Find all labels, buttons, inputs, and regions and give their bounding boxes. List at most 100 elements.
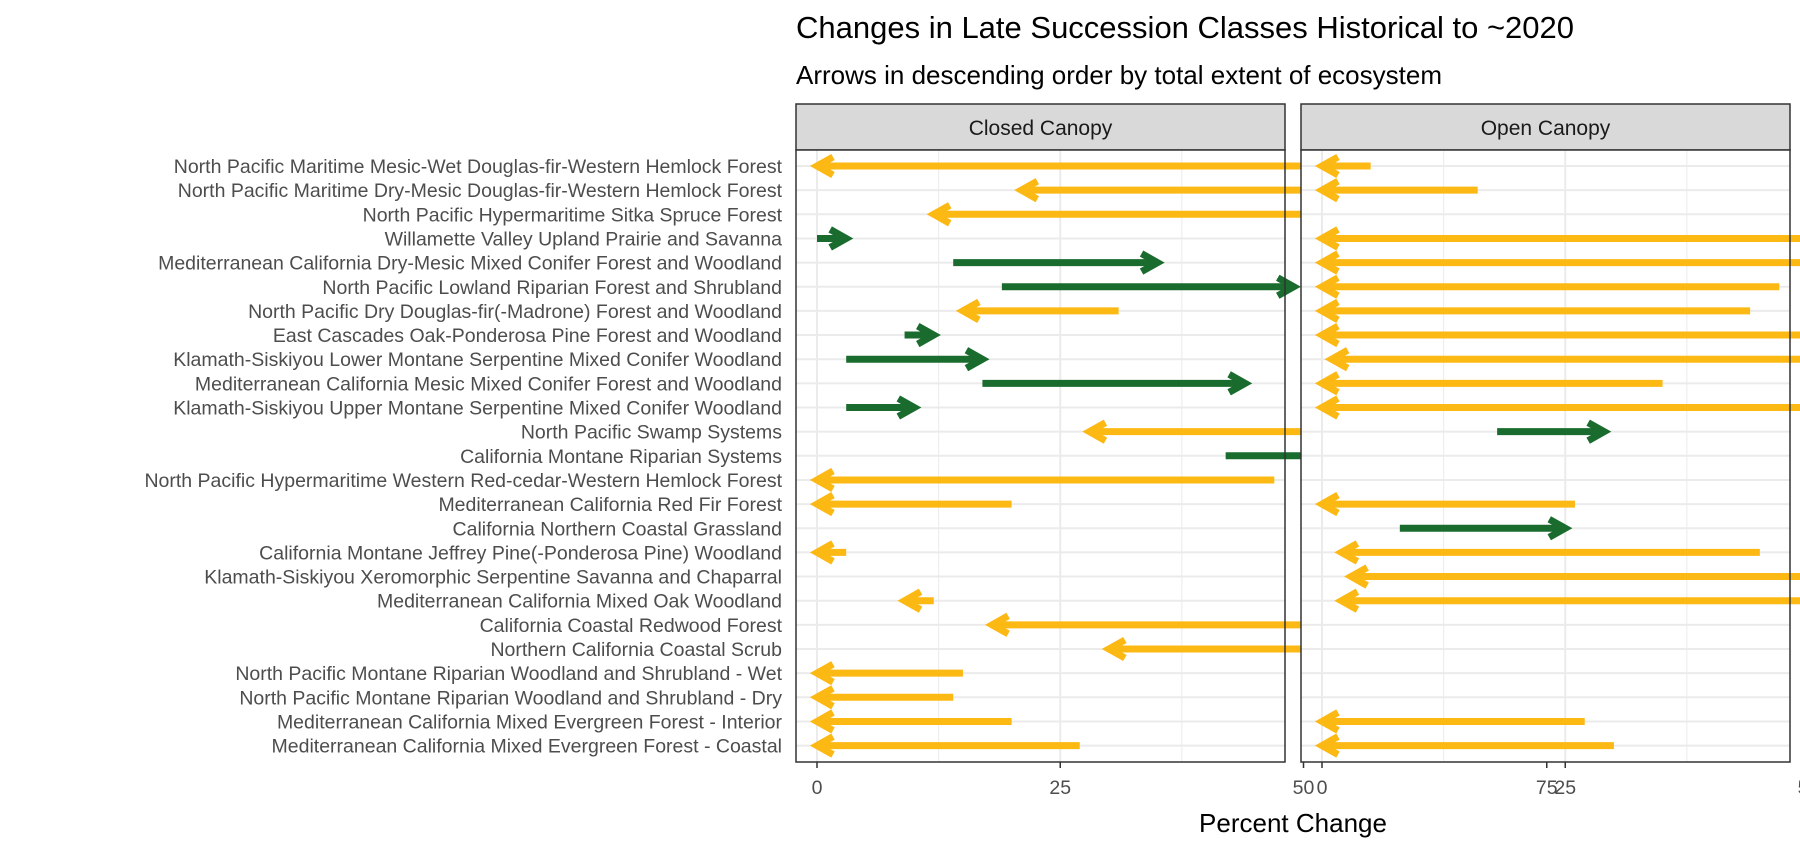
arrow-open-canopy-0 <box>1314 153 1371 179</box>
arrow-head <box>1586 419 1612 444</box>
y-tick-label-3: Willamette Valley Upland Prairie and Sav… <box>385 228 783 250</box>
y-tick-label-16: California Montane Jeffrey Pine(-Pondero… <box>259 542 782 564</box>
panel-open-canopy: Open Canopy 0 25 50 75 <box>1300 103 1800 799</box>
y-tick-label-9: Mediterranean California Mesic Mixed Con… <box>195 373 782 395</box>
arrow-head <box>809 467 835 493</box>
x-tick-label-closed-canopy-3: 75 <box>1536 777 1558 799</box>
arrow-open-canopy-24 <box>1314 733 1614 758</box>
panel-strip-label-closed-canopy: Closed Canopy <box>969 117 1113 140</box>
arrow-open-canopy-16 <box>1334 540 1760 565</box>
y-tick-label-17: Klamath-Siskiyou Xeromorphic Serpentine … <box>204 567 782 589</box>
arrow-head <box>964 347 990 372</box>
arrow-head <box>1314 298 1340 323</box>
arrow-head <box>897 588 923 613</box>
arrow-head <box>1314 274 1340 299</box>
arrow-open-canopy-17 <box>1344 564 1800 589</box>
arrow-head <box>1139 250 1165 275</box>
arrow-head <box>1334 588 1360 613</box>
arrow-closed-canopy-8 <box>846 347 990 372</box>
arrow-head <box>1082 419 1108 444</box>
y-tick-label-5: North Pacific Lowland Riparian Forest an… <box>322 277 782 299</box>
arrow-open-canopy-18 <box>1334 588 1800 613</box>
y-tick-label-22: North Pacific Montane Riparian Woodland … <box>239 687 782 709</box>
y-tick-label-14: Mediterranean California Red Fir Forest <box>438 494 782 516</box>
panel-border-closed-canopy <box>795 149 1286 763</box>
x-tick-label-closed-canopy-0: 0 <box>812 777 823 799</box>
arrow-closed-canopy-4 <box>953 250 1165 275</box>
arrow-closed-canopy-10 <box>846 395 922 420</box>
x-tick-label-open-canopy-2: 50 <box>1798 777 1800 799</box>
arrow-closed-canopy-1 <box>1014 178 1353 203</box>
arrow-head <box>809 153 835 179</box>
x-tick-label-open-canopy-1: 25 <box>1554 777 1576 799</box>
arrow-closed-canopy-9 <box>982 371 1253 396</box>
arrow-closed-canopy-16 <box>809 540 847 565</box>
arrow-head <box>1314 322 1340 348</box>
arrow-head <box>809 540 835 565</box>
arrow-open-canopy-11 <box>1497 419 1612 444</box>
arrow-closed-canopy-7 <box>904 322 941 348</box>
y-tick-label-10: Klamath-Siskiyou Upper Montane Serpentin… <box>173 398 782 420</box>
arrow-head <box>1344 564 1369 589</box>
panel-strip-label-open-canopy: Open Canopy <box>1481 117 1611 140</box>
arrow-head <box>1014 178 1040 203</box>
y-tick-label-1: North Pacific Maritime Dry-Mesic Douglas… <box>178 180 783 202</box>
arrow-open-canopy-5 <box>1314 274 1780 299</box>
arrow-open-canopy-10 <box>1314 395 1800 420</box>
x-tick-label-closed-canopy-2: 50 <box>1293 777 1315 799</box>
arrow-open-canopy-23 <box>1314 709 1585 734</box>
arrow-open-canopy-1 <box>1314 178 1478 203</box>
arrow-closed-canopy-3 <box>817 226 854 251</box>
arrow-head <box>809 709 835 734</box>
y-tick-label-13: North Pacific Hypermaritime Western Red-… <box>144 470 782 492</box>
category-labels: North Pacific Maritime Mesic-Wet Douglas… <box>144 156 782 758</box>
arrow-head <box>955 298 981 323</box>
arrow-open-canopy-3 <box>1314 226 1800 251</box>
y-tick-label-24: Mediterranean California Mixed Evergreen… <box>272 736 782 758</box>
y-tick-label-12: California Montane Riparian Systems <box>460 446 782 468</box>
arrow-closed-canopy-5 <box>1001 274 1301 299</box>
arrow-head <box>809 733 835 758</box>
arrow-head <box>828 226 854 251</box>
arrow-closed-canopy-22 <box>809 685 954 710</box>
y-tick-label-23: Mediterranean California Mixed Evergreen… <box>277 711 783 733</box>
arrow-closed-canopy-23 <box>809 709 1012 734</box>
x-tick-label-closed-canopy-1: 25 <box>1049 777 1071 799</box>
arrow-open-canopy-4 <box>1314 250 1800 275</box>
y-tick-label-4: Mediterranean California Dry-Mesic Mixed… <box>158 253 782 275</box>
arrow-head <box>1314 250 1340 275</box>
arrow-head <box>1314 178 1340 203</box>
chart-subtitle: Arrows in descending order by total exte… <box>796 60 1442 90</box>
arrow-closed-canopy-24 <box>809 733 1080 758</box>
arrow-open-canopy-6 <box>1314 298 1751 323</box>
arrow-closed-canopy-13 <box>809 467 1275 493</box>
y-tick-label-18: Mediterranean California Mixed Oak Woodl… <box>377 591 782 613</box>
y-tick-label-8: Klamath-Siskiyou Lower Montane Serpentin… <box>173 349 782 371</box>
arrow-closed-canopy-21 <box>809 661 963 686</box>
arrow-head <box>809 492 835 517</box>
arrow-open-canopy-8 <box>1324 347 1800 372</box>
arrow-head <box>809 685 835 710</box>
x-tick-label-open-canopy-0: 0 <box>1317 777 1328 799</box>
y-tick-label-2: North Pacific Hypermaritime Sitka Spruce… <box>363 204 783 226</box>
arrow-head <box>1276 274 1301 299</box>
arrow-head <box>1314 153 1340 179</box>
arrow-open-canopy-9 <box>1314 371 1663 396</box>
y-tick-label-6: North Pacific Dry Douglas-fir(-Madrone) … <box>248 301 782 323</box>
y-tick-label-7: East Cascades Oak-Ponderosa Pine Forest … <box>273 325 782 347</box>
arrow-head <box>1314 709 1340 734</box>
y-tick-label-21: North Pacific Montane Riparian Woodland … <box>235 663 782 685</box>
panel-border-open-canopy <box>1300 149 1791 763</box>
arrow-head <box>1314 733 1340 758</box>
y-tick-label-0: North Pacific Maritime Mesic-Wet Douglas… <box>174 156 783 178</box>
arrow-head <box>985 612 1010 637</box>
arrow-head <box>1314 395 1340 420</box>
arrow-closed-canopy-14 <box>809 492 1012 517</box>
arrow-head <box>926 202 952 227</box>
arrow-open-canopy-7 <box>1314 322 1800 348</box>
arrow-head <box>896 395 922 420</box>
arrow-head <box>916 322 941 348</box>
arrow-head <box>1314 226 1340 251</box>
